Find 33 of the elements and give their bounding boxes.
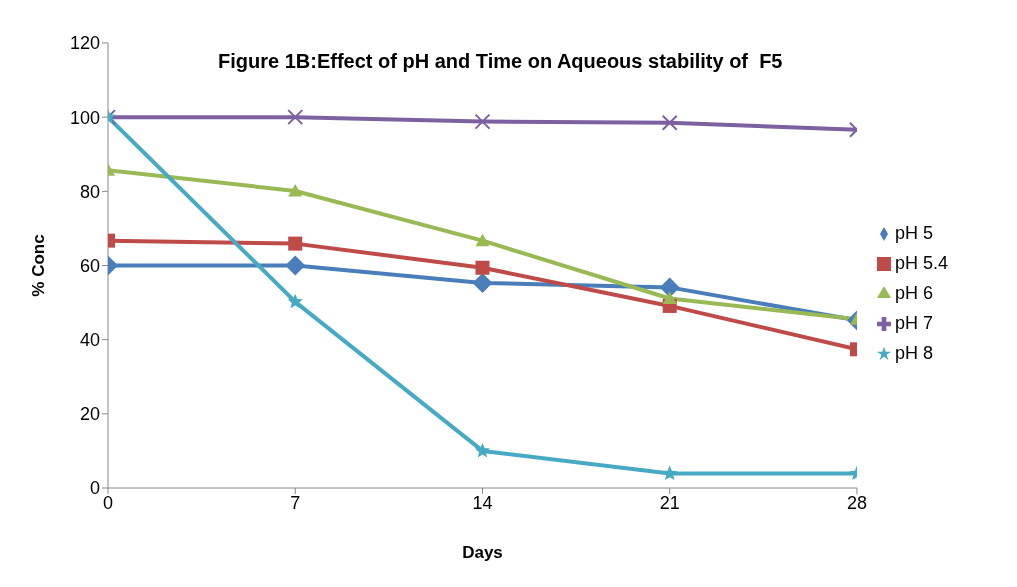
legend-label: pH 7 <box>894 313 933 333</box>
point <box>472 272 493 293</box>
chart-title: Figure 1B:Effect of pH and Time on Aqueous stability of F5 <box>218 50 783 73</box>
legend-label: pH 8 <box>894 343 933 363</box>
point <box>285 255 306 276</box>
point <box>475 260 490 275</box>
point <box>288 183 303 197</box>
x-tick-label: 7 <box>290 492 301 513</box>
x-tick-label: 21 <box>659 492 680 513</box>
point <box>474 442 491 458</box>
legend-label: pH 5 <box>894 223 933 243</box>
x-tick-label: 28 <box>846 492 867 513</box>
x-tick-label: 0 <box>102 492 114 513</box>
x-axis-title: Days <box>462 543 503 562</box>
y-tick-label: 40 <box>79 330 100 351</box>
point <box>659 277 680 298</box>
y-tick-label: 60 <box>79 255 100 276</box>
point <box>662 291 677 305</box>
legend-label: pH 6 <box>894 283 933 303</box>
point <box>474 113 491 130</box>
x-tick-label: 14 <box>472 492 493 513</box>
y-axis-title: % Conc <box>29 234 49 297</box>
y-tick-label: 80 <box>79 181 100 202</box>
point <box>287 109 304 126</box>
y-tick-label: 100 <box>69 107 100 128</box>
y-tick-label: 120 <box>69 33 100 54</box>
y-tick-label: 0 <box>89 478 100 499</box>
point <box>661 114 678 131</box>
point <box>287 293 303 309</box>
legend-label: pH 5.4 <box>894 253 948 273</box>
y-tick-label: 20 <box>79 404 100 425</box>
point <box>475 233 490 247</box>
point <box>288 236 303 251</box>
